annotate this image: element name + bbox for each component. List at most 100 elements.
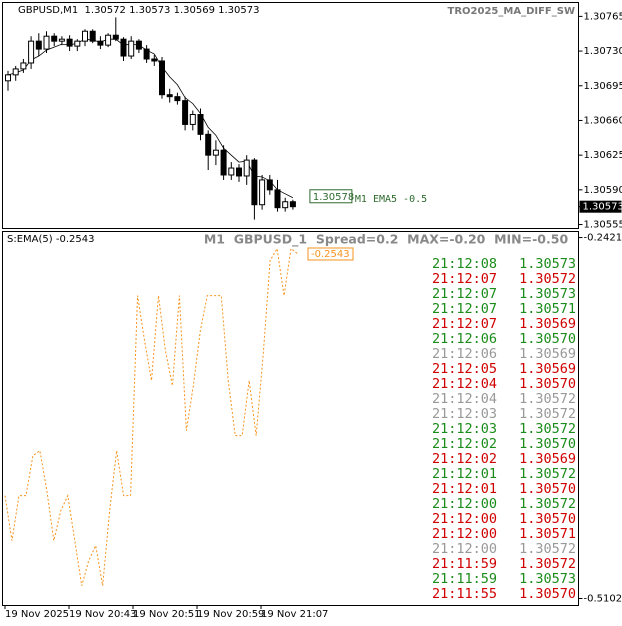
x-tick-label: 19 Nov 20:51	[133, 609, 200, 620]
candle-body	[12, 68, 19, 76]
y-tick-label: 1.30695	[584, 81, 622, 92]
candle-body	[82, 30, 88, 42]
ema-label: 1.30578	[313, 192, 354, 203]
candle-body	[197, 114, 204, 135]
tick-time: 21:12:08	[432, 256, 497, 272]
tick-time: 21:12:06	[432, 346, 497, 362]
tick-time: 21:12:02	[432, 436, 497, 452]
tick-price: 1.30569	[519, 451, 576, 467]
tick-time: 21:12:00	[432, 496, 497, 512]
candle-body	[174, 96, 181, 102]
candle-body	[66, 38, 73, 47]
candle-body	[43, 35, 50, 50]
indicator-title: TRO2025_MA_DIFF_SW	[448, 6, 575, 17]
candle-body	[236, 167, 242, 177]
tick-time: 21:12:06	[432, 331, 497, 347]
tick-time: 21:12:07	[432, 316, 497, 332]
candle-body	[20, 62, 27, 70]
x-tick-label: 19 Nov 20:59	[197, 609, 264, 620]
tick-price: 1.30573	[519, 286, 576, 302]
tick-time: 21:12:02	[432, 451, 497, 467]
candle-body	[205, 133, 212, 156]
tick-price: 1.30572	[519, 406, 576, 422]
candle-body	[58, 38, 65, 42]
tick-price: 1.30571	[519, 301, 576, 317]
price-panel	[2, 2, 579, 229]
tick-price: 1.30572	[519, 466, 576, 482]
tick-price: 1.30570	[519, 331, 576, 347]
candle-body	[182, 100, 189, 125]
candle-body	[97, 40, 104, 46]
tick-time: 21:12:00	[432, 541, 497, 557]
candle-body	[143, 48, 150, 60]
candle-body	[135, 40, 142, 50]
tick-price: 1.30572	[519, 556, 576, 572]
tick-price: 1.30572	[519, 541, 576, 557]
tick-time: 21:12:01	[432, 466, 497, 482]
ema-label-box	[309, 189, 353, 204]
tick-price: 1.30570	[519, 436, 576, 452]
tick-price: 1.30571	[519, 526, 576, 542]
value-label-box	[307, 247, 354, 261]
tick-time: 21:12:07	[432, 286, 497, 302]
tick-price: 1.30572	[519, 271, 576, 287]
candle-body	[128, 40, 135, 57]
candle-body	[74, 40, 81, 47]
tick-time: 21:12:03	[432, 421, 497, 437]
tick-price: 1.30573	[519, 256, 576, 272]
tick-time: 21:12:07	[432, 271, 497, 287]
tick-time: 21:12:00	[432, 526, 497, 542]
candle-body	[212, 149, 219, 156]
y-tick-label: 1.30625	[584, 150, 622, 161]
tick-price: 1.30570	[519, 376, 576, 392]
y-tick-label: 1.30555	[584, 220, 622, 231]
candle-body	[289, 201, 296, 208]
chart-title: GBPUSD,M1 1.30572 1.30573 1.30569 1.3057…	[18, 5, 259, 16]
tick-price: 1.30570	[519, 511, 576, 527]
tick-time: 21:12:00	[432, 511, 497, 527]
tick-time: 21:12:04	[432, 391, 497, 407]
indicator-label: S:EMA(5) -0.2543	[7, 234, 94, 245]
candle-body	[28, 40, 35, 64]
last-price-box	[579, 200, 622, 213]
y-tick-label: 1.30765	[584, 11, 622, 22]
candle-body	[266, 179, 273, 191]
candle-body	[259, 179, 266, 206]
tick-price: 1.30570	[519, 586, 576, 602]
y-tick-label: -0.5102	[584, 593, 622, 604]
candle-body	[89, 30, 96, 42]
tick-time: 21:12:07	[432, 301, 497, 317]
candle-body	[159, 60, 165, 96]
candle-body	[228, 167, 235, 176]
tick-price: 1.30572	[519, 496, 576, 512]
tick-time: 21:12:01	[432, 481, 497, 497]
tick-price: 1.30572	[519, 391, 576, 407]
candle-body	[166, 94, 173, 98]
tick-time: 21:11:59	[432, 571, 497, 587]
tick-price: 1.30569	[519, 346, 576, 362]
candle-body	[35, 40, 42, 50]
candle-body	[274, 189, 281, 209]
tick-price: 1.30572	[519, 421, 576, 437]
tick-time: 21:12:04	[432, 376, 497, 392]
tick-price: 1.30573	[519, 571, 576, 587]
candle-body	[251, 159, 258, 206]
candle-body	[282, 201, 289, 209]
candle-body	[189, 114, 196, 125]
y-tick-label: 1.30730	[584, 46, 622, 57]
candle-body	[5, 74, 11, 82]
indicator-header: M1 GBPUSD_1 Spread=0.2 MAX=-0.20 MIN=-0.…	[204, 232, 569, 248]
x-tick-label: 19 Nov 20:43	[69, 609, 136, 620]
tick-time: 21:11:55	[432, 586, 497, 602]
tick-price: 1.30570	[519, 481, 576, 497]
tick-time: 21:12:05	[432, 361, 497, 377]
ema-annotation: M1 EMA5 -0.5	[355, 194, 427, 205]
tick-price: 1.30569	[519, 361, 576, 377]
candle-body	[105, 34, 112, 46]
candle-body	[112, 34, 119, 40]
candle-body	[51, 35, 58, 42]
last-price-label: 1.30573	[583, 202, 622, 213]
candle-body	[151, 58, 158, 62]
